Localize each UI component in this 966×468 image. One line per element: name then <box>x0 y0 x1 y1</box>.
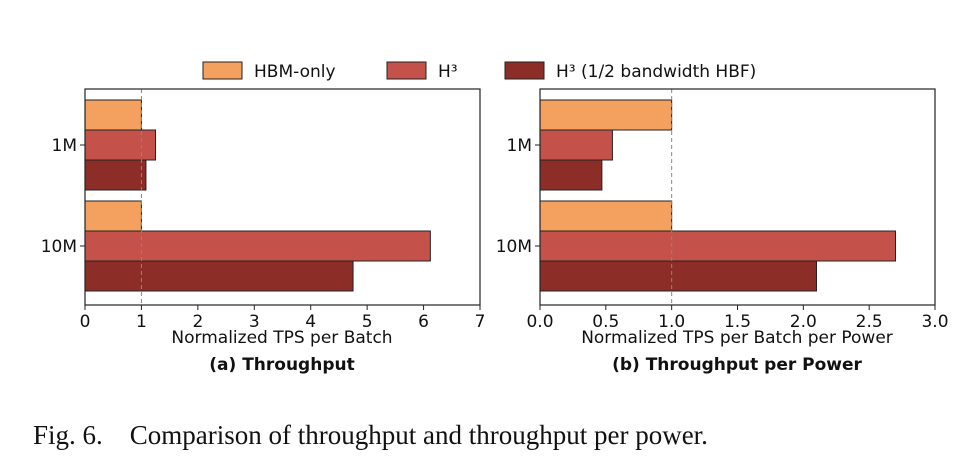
y-tick-label: 1M <box>52 136 77 156</box>
x-tick-label: 3 <box>249 312 260 332</box>
bar <box>539 129 613 161</box>
x-tick-label: 7 <box>475 312 486 332</box>
x-tick-label: 1 <box>136 312 147 332</box>
y-tick-label: 1M <box>507 136 532 156</box>
legend-label: H³ <box>438 62 458 82</box>
legend-label: HBM-only <box>254 62 336 82</box>
bar <box>539 260 817 292</box>
x-tick-label: 2 <box>192 312 203 332</box>
legend-swatch <box>386 61 427 80</box>
plot-frame <box>84 88 481 306</box>
panel-throughput-per-power: 1M 10M 0.0 0.5 1.0 1.5 2.0 2.5 3.0 Normalized TPS… <box>496 88 949 375</box>
x-tick-label: 6 <box>418 312 429 332</box>
y-tick-label: 10M <box>41 237 77 257</box>
subplot-title: (a) Throughput <box>209 355 354 375</box>
bar <box>84 260 354 292</box>
legend-swatch <box>504 61 545 80</box>
x-axis-label: Normalized TPS per Batch <box>171 328 392 348</box>
bar <box>84 129 157 161</box>
legend: HBM-only H³ H³ (1/2 bandwidth HBF) <box>202 61 756 82</box>
bar <box>84 159 147 191</box>
x-tick-label: 3.0 <box>921 312 948 332</box>
bar <box>539 200 673 232</box>
subplot-title: (b) Throughput per Power <box>612 355 862 375</box>
x-tick-label: 1.5 <box>724 312 751 332</box>
bar <box>84 200 142 232</box>
bar <box>539 159 603 191</box>
bar <box>84 99 142 131</box>
legend-label: H³ (1/2 bandwidth HBF) <box>556 62 756 82</box>
x-tick-label: 4 <box>305 312 316 332</box>
x-tick-label: 2.5 <box>856 312 883 332</box>
x-tick-label: 5 <box>362 312 373 332</box>
x-axis-label: Normalized TPS per Batch per Power <box>581 328 893 348</box>
y-tick-label: 10M <box>496 237 532 257</box>
x-tick-label: 0.0 <box>526 312 553 332</box>
x-tick-label: 0 <box>80 312 91 332</box>
x-tick-label: 1.0 <box>658 312 685 332</box>
x-tick-label: 0.5 <box>592 312 619 332</box>
figure-caption: Fig. 6. Comparison of throughput and thr… <box>33 420 708 450</box>
bar <box>539 230 896 262</box>
bar <box>539 99 673 131</box>
bar <box>84 230 431 262</box>
x-tick-label: 2.0 <box>790 312 817 332</box>
legend-swatch <box>202 61 243 80</box>
panel-throughput: 1M 10M 0 1 2 3 4 5 6 7 Normalized TPS per Batch (a)… <box>41 88 486 375</box>
